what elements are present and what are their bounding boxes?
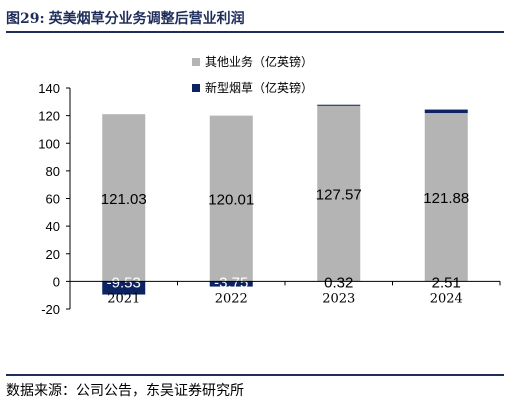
data-label-new-tobacco: 0.32 xyxy=(324,274,353,291)
data-label-new-tobacco: -9.53 xyxy=(107,274,141,291)
x-category-label: 2023 xyxy=(322,291,355,306)
y-tick-label: 60 xyxy=(46,192,60,207)
legend-label-new-tobacco: 新型烟草（亿英镑） xyxy=(205,80,313,95)
data-label-new-tobacco: 2.51 xyxy=(432,274,461,291)
figure-label: 图29: xyxy=(6,11,45,27)
y-tick-label: 120 xyxy=(38,109,60,124)
figure-title: 图29: 英美烟草分业务调整后营业利润 xyxy=(6,7,504,33)
data-label-other-business: 127.57 xyxy=(316,186,362,203)
bar-new-tobacco-2023 xyxy=(317,104,361,106)
x-category-label: 2024 xyxy=(430,291,463,306)
legend-swatch-other-business xyxy=(192,58,200,66)
bar-other-business-2024 xyxy=(424,113,468,282)
x-category-label: 2022 xyxy=(215,291,248,306)
bar-new-tobacco-2024 xyxy=(424,109,468,114)
bar-other-business-2022 xyxy=(209,115,253,282)
data-source-note: 数据来源：公司公告，东吴证券研究所 xyxy=(6,374,504,408)
x-category-label: 2021 xyxy=(107,291,140,306)
y-tick-label: 40 xyxy=(46,219,60,234)
y-tick-label: 20 xyxy=(46,247,60,262)
bar-other-business-2021 xyxy=(102,114,146,282)
legend-label-other-business: 其他业务（亿英镑） xyxy=(205,54,313,69)
bar-new-tobacco-2022 xyxy=(209,281,253,287)
legend-swatch-new-tobacco xyxy=(192,84,200,92)
y-tick-label: 0 xyxy=(53,274,60,289)
data-label-other-business: 121.03 xyxy=(101,191,147,208)
plot-area: 140 120 100 80 60 40 20 0 -20 2021 121.03 -9.53 2022… xyxy=(38,81,501,317)
data-label-other-business: 121.88 xyxy=(423,190,469,207)
chart-legend: 其他业务（亿英镑） 新型烟草（亿英镑） xyxy=(192,54,313,95)
figure-title-text: 英美烟草分业务调整后营业利润 xyxy=(48,11,245,27)
bar-other-business-2023 xyxy=(317,105,361,282)
data-label-new-tobacco: -3.75 xyxy=(214,274,248,291)
y-tick-label: 140 xyxy=(38,81,60,96)
stacked-bar-chart: 其他业务（亿英镑） 新型烟草（亿英镑） 140 120 100 80 60 40 20 0 -2… xyxy=(38,54,501,317)
y-tick-label: -20 xyxy=(41,302,60,317)
y-tick-label: 100 xyxy=(38,136,60,151)
bar-new-tobacco-2021 xyxy=(102,281,146,295)
data-label-other-business: 120.01 xyxy=(208,191,254,208)
y-tick-label: 80 xyxy=(46,164,60,179)
